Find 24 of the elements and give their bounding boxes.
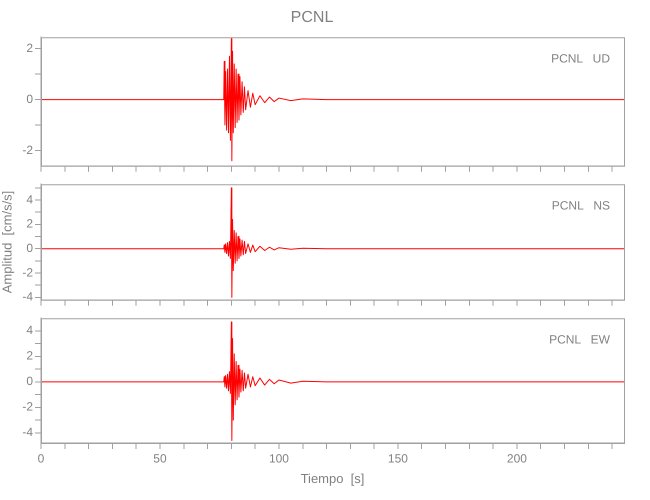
x-tick-label: 0 [38, 452, 45, 466]
x-tick-label: 150 [388, 452, 408, 466]
chart-title: PCNL [290, 9, 334, 26]
y-tick-label: -4 [22, 290, 34, 304]
y-tick-label: 0 [26, 241, 34, 256]
x-tick-label: 200 [506, 452, 528, 466]
x-tick-label: 100 [268, 452, 290, 466]
y-tick-label: -4 [22, 425, 34, 440]
y-tick-label: 0 [26, 92, 34, 106]
annotation: PCNL NS [552, 198, 610, 213]
y-tick-label: 0 [26, 374, 34, 388]
x-axis-title: Tiempo [s] [300, 470, 364, 486]
y-tick-label: 2 [26, 348, 34, 363]
annotation: PCNL EW [549, 332, 611, 347]
y-tick-label: -2 [22, 265, 34, 280]
y-tick-label: 4 [26, 323, 34, 338]
y-tick-label: -2 [22, 400, 34, 414]
y-tick-label: 4 [26, 192, 34, 206]
y-tick-label: -2 [22, 142, 34, 157]
y-tick-label: 2 [26, 216, 34, 231]
annotation: PCNL UD [551, 52, 610, 66]
y-tick-label: 2 [26, 40, 34, 55]
y-axis-title: Amplitud [cm/s/s] [0, 190, 14, 294]
x-tick-label: 50 [153, 452, 167, 466]
